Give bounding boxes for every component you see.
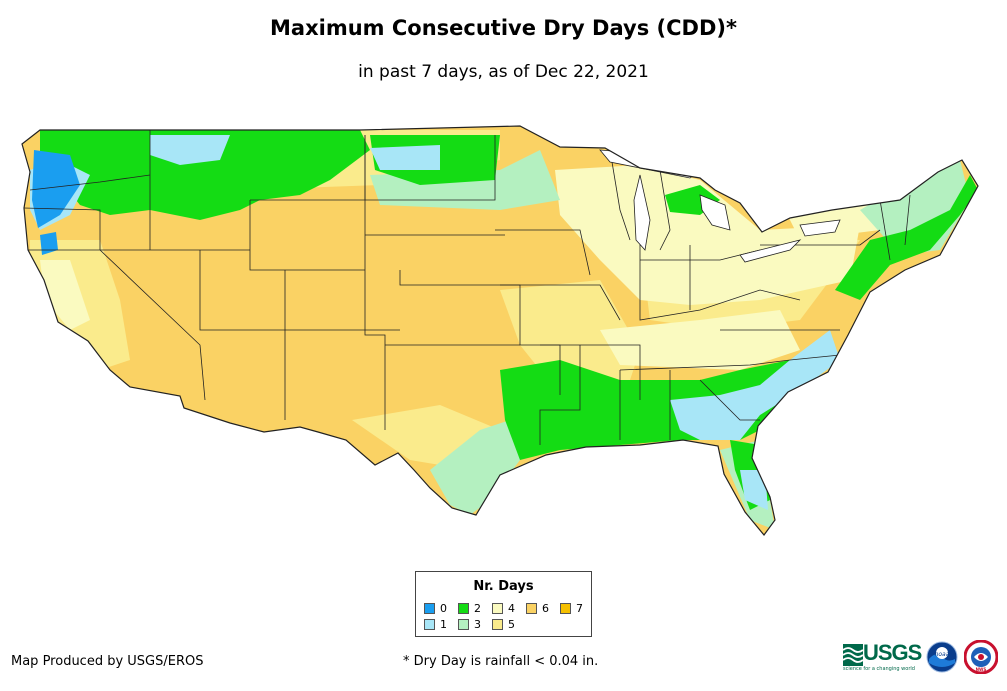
legend-label: 4 — [508, 602, 515, 615]
legend-swatch — [526, 603, 537, 614]
zone-4-days-great-lakes — [555, 165, 860, 305]
zone-0-days-n-california — [40, 232, 58, 255]
legend-swatch — [458, 603, 469, 614]
legend-label: 7 — [576, 602, 583, 615]
noaa-logo: noaa — [926, 641, 958, 673]
legend-swatch — [424, 603, 435, 614]
legend-swatch — [424, 619, 435, 630]
legend-swatch — [458, 619, 469, 630]
usgs-tagline: science for a changing world — [843, 666, 915, 672]
usgs-wave-icon — [843, 644, 863, 666]
zone-4-days-coastal-ca — [40, 260, 90, 330]
legend: Nr. Days 0 1 2 3 4 5 6 7 — [415, 571, 592, 637]
zone-2-days-northeast-coast — [835, 175, 978, 300]
zone-4-days-tennessee — [600, 310, 800, 370]
legend-swatch — [492, 603, 503, 614]
usgs-logo: USGS science for a changing world — [843, 640, 922, 674]
legend-label: 5 — [508, 618, 515, 631]
legend-label: 6 — [542, 602, 549, 615]
legend-label: 0 — [440, 602, 447, 615]
zone-1-day-carolinas-georgia — [670, 330, 840, 440]
zone-1-day-south-florida — [740, 470, 768, 510]
legend-swatch — [492, 619, 503, 630]
nws-logo: NWS — [964, 640, 998, 674]
legend-label: 3 — [474, 618, 481, 631]
zone-2-days-northwest — [40, 130, 370, 220]
legend-label: 2 — [474, 602, 481, 615]
map-credit: Map Produced by USGS/EROS — [11, 654, 204, 669]
cdd-map — [21, 125, 979, 536]
noaa-wordmark: noaa — [935, 651, 950, 658]
legend-swatch — [560, 603, 571, 614]
map-title: Maximum Consecutive Dry Days (CDD)* — [270, 16, 737, 40]
usgs-wordmark: USGS — [863, 640, 922, 665]
zone-1-day-idaho — [150, 135, 230, 165]
legend-label: 1 — [440, 618, 447, 631]
nws-wordmark: NWS — [976, 667, 987, 672]
map-subtitle: in past 7 days, as of Dec 22, 2021 — [358, 62, 649, 82]
legend-title: Nr. Days — [473, 579, 534, 594]
footnote: * Dry Day is rainfall < 0.04 in. — [403, 654, 599, 669]
zone-3-days-south-texas — [430, 420, 520, 515]
zone-1-day-north-dakota — [370, 145, 440, 170]
